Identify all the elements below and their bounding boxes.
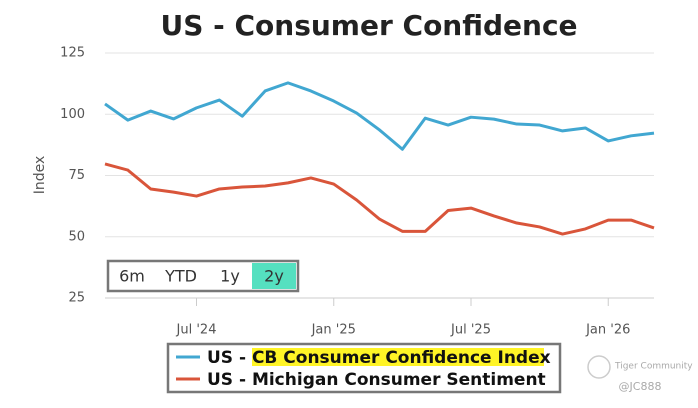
- watermark-handle: @JC888: [619, 380, 662, 393]
- y-tick-label: 50: [68, 229, 85, 244]
- legend-highlight: [252, 348, 544, 366]
- chart-title: US - Consumer Confidence: [160, 9, 577, 42]
- watermark-text: Tiger Community: [614, 362, 693, 372]
- y-tick-label: 125: [60, 46, 85, 61]
- x-tick-label: Jan '25: [311, 323, 356, 338]
- x-tick-label: Jul '25: [450, 323, 491, 338]
- y-tick-label: 25: [68, 291, 85, 306]
- y-tick-label: 75: [68, 168, 85, 183]
- y-axis-title: Index: [32, 156, 48, 195]
- range-button[interactable]: 1y: [220, 267, 240, 286]
- x-tick-label: Jul '24: [176, 323, 217, 338]
- range-button[interactable]: 6m: [119, 267, 145, 286]
- range-button-active[interactable]: [252, 263, 296, 289]
- x-tick-label: Jan '26: [585, 323, 630, 338]
- watermark-logo: [587, 355, 611, 379]
- range-button[interactable]: YTD: [164, 267, 197, 286]
- legend-label: US - Michigan Consumer Sentiment: [207, 370, 546, 390]
- series-line: [104, 81, 655, 151]
- series-line: [104, 162, 655, 236]
- legend-label: US - CB Consumer Confidence Index: [207, 348, 551, 368]
- y-tick-label: 100: [60, 107, 85, 122]
- range-button[interactable]: 2y: [264, 267, 284, 286]
